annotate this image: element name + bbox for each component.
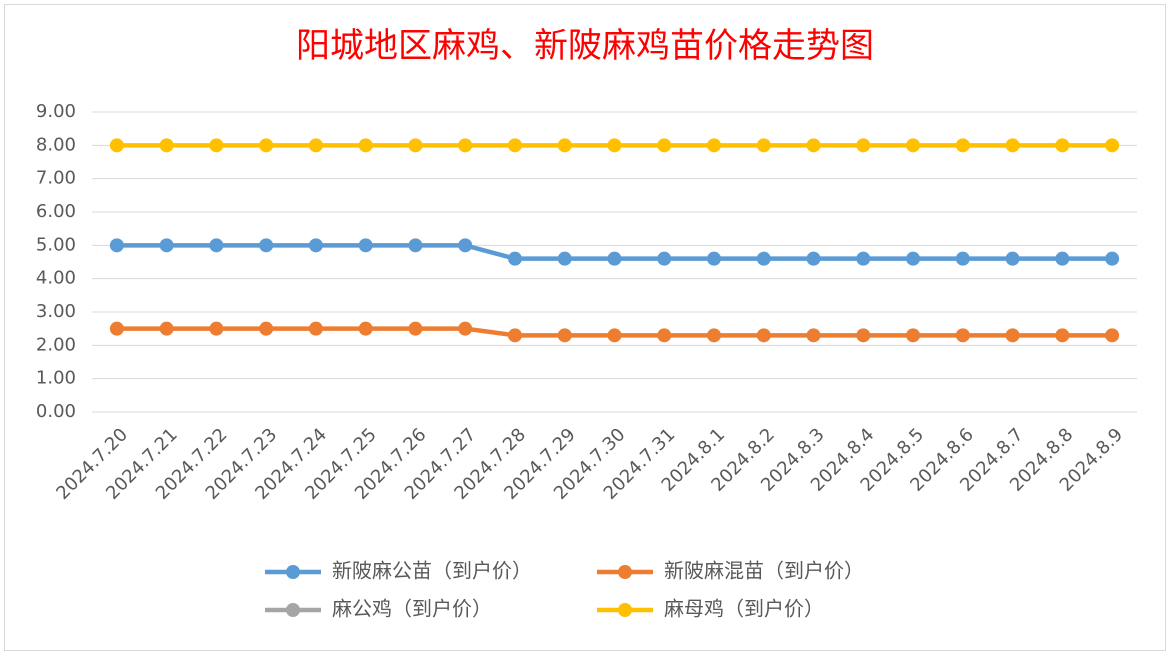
data-point	[557, 251, 572, 266]
data-point	[607, 251, 622, 266]
y-tick-label: 3.00	[36, 301, 76, 322]
data-point	[259, 138, 274, 153]
data-point	[906, 251, 921, 266]
data-point	[159, 138, 174, 153]
data-point	[1105, 251, 1120, 266]
data-point	[458, 321, 473, 336]
data-point	[259, 238, 274, 253]
data-point	[408, 321, 423, 336]
data-point	[806, 251, 821, 266]
data-point	[1105, 138, 1120, 153]
data-point	[856, 251, 871, 266]
data-point	[358, 238, 373, 253]
data-point	[1105, 328, 1120, 343]
data-point	[1005, 328, 1020, 343]
data-point	[607, 138, 622, 153]
data-point	[707, 251, 722, 266]
data-point	[806, 138, 821, 153]
legend-marker	[618, 603, 632, 617]
legend-label: 麻母鸡（到户价）	[664, 597, 824, 621]
data-point	[856, 138, 871, 153]
data-point	[109, 321, 124, 336]
data-point	[906, 138, 921, 153]
data-point	[209, 238, 224, 253]
data-point	[906, 328, 921, 343]
data-point	[1055, 138, 1070, 153]
data-point	[756, 251, 771, 266]
data-point	[657, 328, 672, 343]
data-point	[159, 321, 174, 336]
data-point	[1055, 251, 1070, 266]
data-point	[507, 251, 522, 266]
data-point	[308, 321, 323, 336]
y-tick-label: 7.00	[36, 168, 76, 189]
data-point	[308, 238, 323, 253]
data-point	[358, 138, 373, 153]
y-tick-label: 5.00	[36, 234, 76, 255]
y-tick-label: 2.00	[36, 334, 76, 355]
data-point	[209, 138, 224, 153]
legend-label: 麻公鸡（到户价）	[332, 597, 492, 621]
legend-label: 新陂麻公苗（到户价）	[332, 559, 532, 583]
legend-marker	[286, 603, 300, 617]
y-tick-label: 6.00	[36, 201, 76, 222]
data-point	[756, 328, 771, 343]
data-point	[657, 251, 672, 266]
data-point	[358, 321, 373, 336]
y-tick-label: 1.00	[36, 368, 76, 389]
legend-marker	[618, 565, 632, 579]
data-point	[955, 328, 970, 343]
y-tick-label: 0.00	[36, 401, 76, 422]
data-point	[1005, 138, 1020, 153]
data-point	[955, 251, 970, 266]
legend-marker	[286, 565, 300, 579]
data-point	[1055, 328, 1070, 343]
chart-title: 阳城地区麻鸡、新陂麻鸡苗价格走势图	[296, 26, 874, 66]
data-point	[806, 328, 821, 343]
legend-label: 新陂麻混苗（到户价）	[664, 559, 864, 583]
y-tick-label: 9.00	[36, 101, 76, 122]
data-point	[657, 138, 672, 153]
data-point	[458, 238, 473, 253]
data-point	[955, 138, 970, 153]
data-point	[1005, 251, 1020, 266]
data-point	[209, 321, 224, 336]
data-point	[109, 138, 124, 153]
data-point	[507, 328, 522, 343]
data-point	[507, 138, 522, 153]
data-point	[159, 238, 174, 253]
data-point	[707, 328, 722, 343]
data-point	[109, 238, 124, 253]
data-point	[308, 138, 323, 153]
y-tick-label: 8.00	[36, 134, 76, 155]
data-point	[856, 328, 871, 343]
y-tick-label: 4.00	[36, 268, 76, 289]
data-point	[458, 138, 473, 153]
data-point	[557, 328, 572, 343]
data-point	[756, 138, 771, 153]
data-point	[707, 138, 722, 153]
data-point	[259, 321, 274, 336]
data-point	[557, 138, 572, 153]
data-point	[607, 328, 622, 343]
data-point	[408, 238, 423, 253]
data-point	[408, 138, 423, 153]
